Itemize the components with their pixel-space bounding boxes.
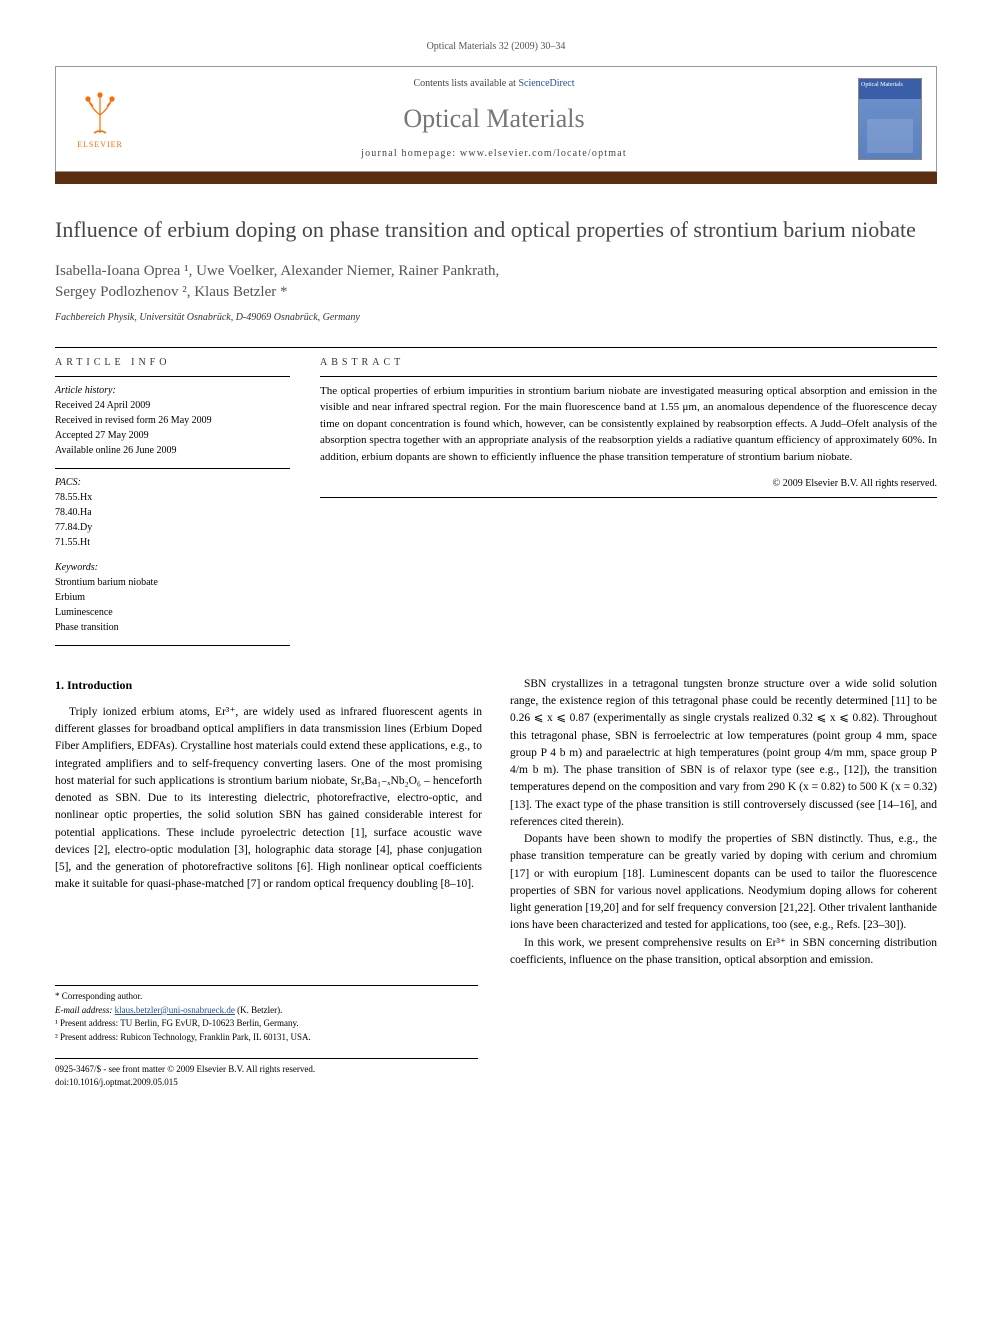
pacs-2: 78.40.Ha	[55, 505, 290, 520]
pacs-3: 77.84.Dy	[55, 520, 290, 535]
issn-line: 0925-3467/$ - see front matter © 2009 El…	[55, 1063, 478, 1076]
doi-line: doi:10.1016/j.optmat.2009.05.015	[55, 1076, 478, 1089]
history-label: Article history:	[55, 383, 290, 398]
authors-line-1: Isabella-Ioana Oprea ¹, Uwe Voelker, Ale…	[55, 263, 499, 279]
elsevier-label: ELSEVIER	[77, 139, 123, 150]
paragraph-1: Triply ionized erbium atoms, Er³⁺, are w…	[55, 704, 482, 894]
journal-title: Optical Materials	[130, 101, 858, 137]
abstract-copyright: © 2009 Elsevier B.V. All rights reserved…	[320, 477, 937, 491]
affiliation: Fachbereich Physik, Universität Osnabrüc…	[55, 311, 937, 325]
pacs-4: 71.55.Ht	[55, 535, 290, 550]
corresponding-author: * Corresponding author.	[55, 990, 478, 1004]
pacs-1: 78.55.Hx	[55, 490, 290, 505]
email-label: E-mail address:	[55, 1005, 115, 1015]
keywords-label: Keywords:	[55, 560, 290, 575]
citation-header: Optical Materials 32 (2009) 30–34	[55, 40, 937, 54]
journal-cover-thumbnail: Optical Materials	[858, 78, 922, 160]
cover-label: Optical Materials	[861, 82, 903, 88]
abstract-divider-bottom	[320, 497, 937, 498]
brown-divider-bar	[55, 172, 937, 184]
left-column: 1. Introduction Triply ionized erbium at…	[55, 676, 482, 969]
body-columns: 1. Introduction Triply ionized erbium at…	[55, 676, 937, 969]
journal-header-box: ELSEVIER Contents lists available at Sci…	[55, 66, 937, 172]
homepage-prefix: journal homepage:	[361, 148, 460, 159]
article-info-column: ARTICLE INFO Article history: Received 2…	[55, 348, 290, 646]
paragraph-4: In this work, we present comprehensive r…	[510, 935, 937, 970]
article-history-block: Article history: Received 24 April 2009 …	[55, 377, 290, 468]
paragraph-2: SBN crystallizes in a tetragonal tungste…	[510, 676, 937, 831]
bottom-meta: 0925-3467/$ - see front matter © 2009 El…	[55, 1058, 478, 1088]
footnotes: * Corresponding author. E-mail address: …	[55, 985, 478, 1044]
pacs-label: PACS:	[55, 475, 290, 490]
section-1-heading: 1. Introduction	[55, 676, 482, 694]
received-date: Received 24 April 2009	[55, 398, 290, 413]
paragraph-3: Dopants have been shown to modify the pr…	[510, 831, 937, 935]
info-abstract-row: ARTICLE INFO Article history: Received 2…	[55, 348, 937, 646]
keyword-4: Phase transition	[55, 620, 290, 635]
sciencedirect-link[interactable]: ScienceDirect	[518, 78, 574, 89]
authors: Isabella-Ioana Oprea ¹, Uwe Voelker, Ale…	[55, 261, 937, 303]
homepage-line: journal homepage: www.elsevier.com/locat…	[130, 147, 858, 161]
footnote-2: ² Present address: Rubicon Technology, F…	[55, 1031, 478, 1045]
elsevier-tree-icon	[76, 89, 124, 137]
footnote-1: ¹ Present address: TU Berlin, FG EvUR, D…	[55, 1017, 478, 1031]
keyword-1: Strontium barium niobate	[55, 575, 290, 590]
article-title: Influence of erbium doping on phase tran…	[55, 216, 937, 245]
homepage-url[interactable]: www.elsevier.com/locate/optmat	[460, 148, 627, 159]
abstract-column: ABSTRACT The optical properties of erbiu…	[320, 348, 937, 646]
contents-line: Contents lists available at ScienceDirec…	[130, 77, 858, 91]
contents-prefix: Contents lists available at	[413, 78, 518, 89]
info-divider-3	[55, 645, 290, 646]
right-column: SBN crystallizes in a tetragonal tungste…	[510, 676, 937, 969]
email-line: E-mail address: klaus.betzler@uni-osnabr…	[55, 1004, 478, 1018]
accepted-date: Accepted 27 May 2009	[55, 428, 290, 443]
keyword-2: Erbium	[55, 590, 290, 605]
revised-date: Received in revised form 26 May 2009	[55, 413, 290, 428]
email-suffix: (K. Betzler).	[235, 1005, 282, 1015]
page: Optical Materials 32 (2009) 30–34	[0, 0, 992, 1128]
article-info-heading: ARTICLE INFO	[55, 348, 290, 376]
email-link[interactable]: klaus.betzler@uni-osnabrueck.de	[115, 1005, 235, 1015]
pacs-block: PACS: 78.55.Hx 78.40.Ha 77.84.Dy 71.55.H…	[55, 469, 290, 560]
keywords-block: Keywords: Strontium barium niobate Erbiu…	[55, 560, 290, 645]
abstract-text: The optical properties of erbium impurit…	[320, 377, 937, 472]
keyword-3: Luminescence	[55, 605, 290, 620]
abstract-heading: ABSTRACT	[320, 348, 937, 376]
elsevier-logo: ELSEVIER	[70, 84, 130, 154]
journal-center: Contents lists available at ScienceDirec…	[130, 77, 858, 161]
online-date: Available online 26 June 2009	[55, 443, 290, 458]
authors-line-2: Sergey Podlozhenov ², Klaus Betzler *	[55, 284, 288, 300]
